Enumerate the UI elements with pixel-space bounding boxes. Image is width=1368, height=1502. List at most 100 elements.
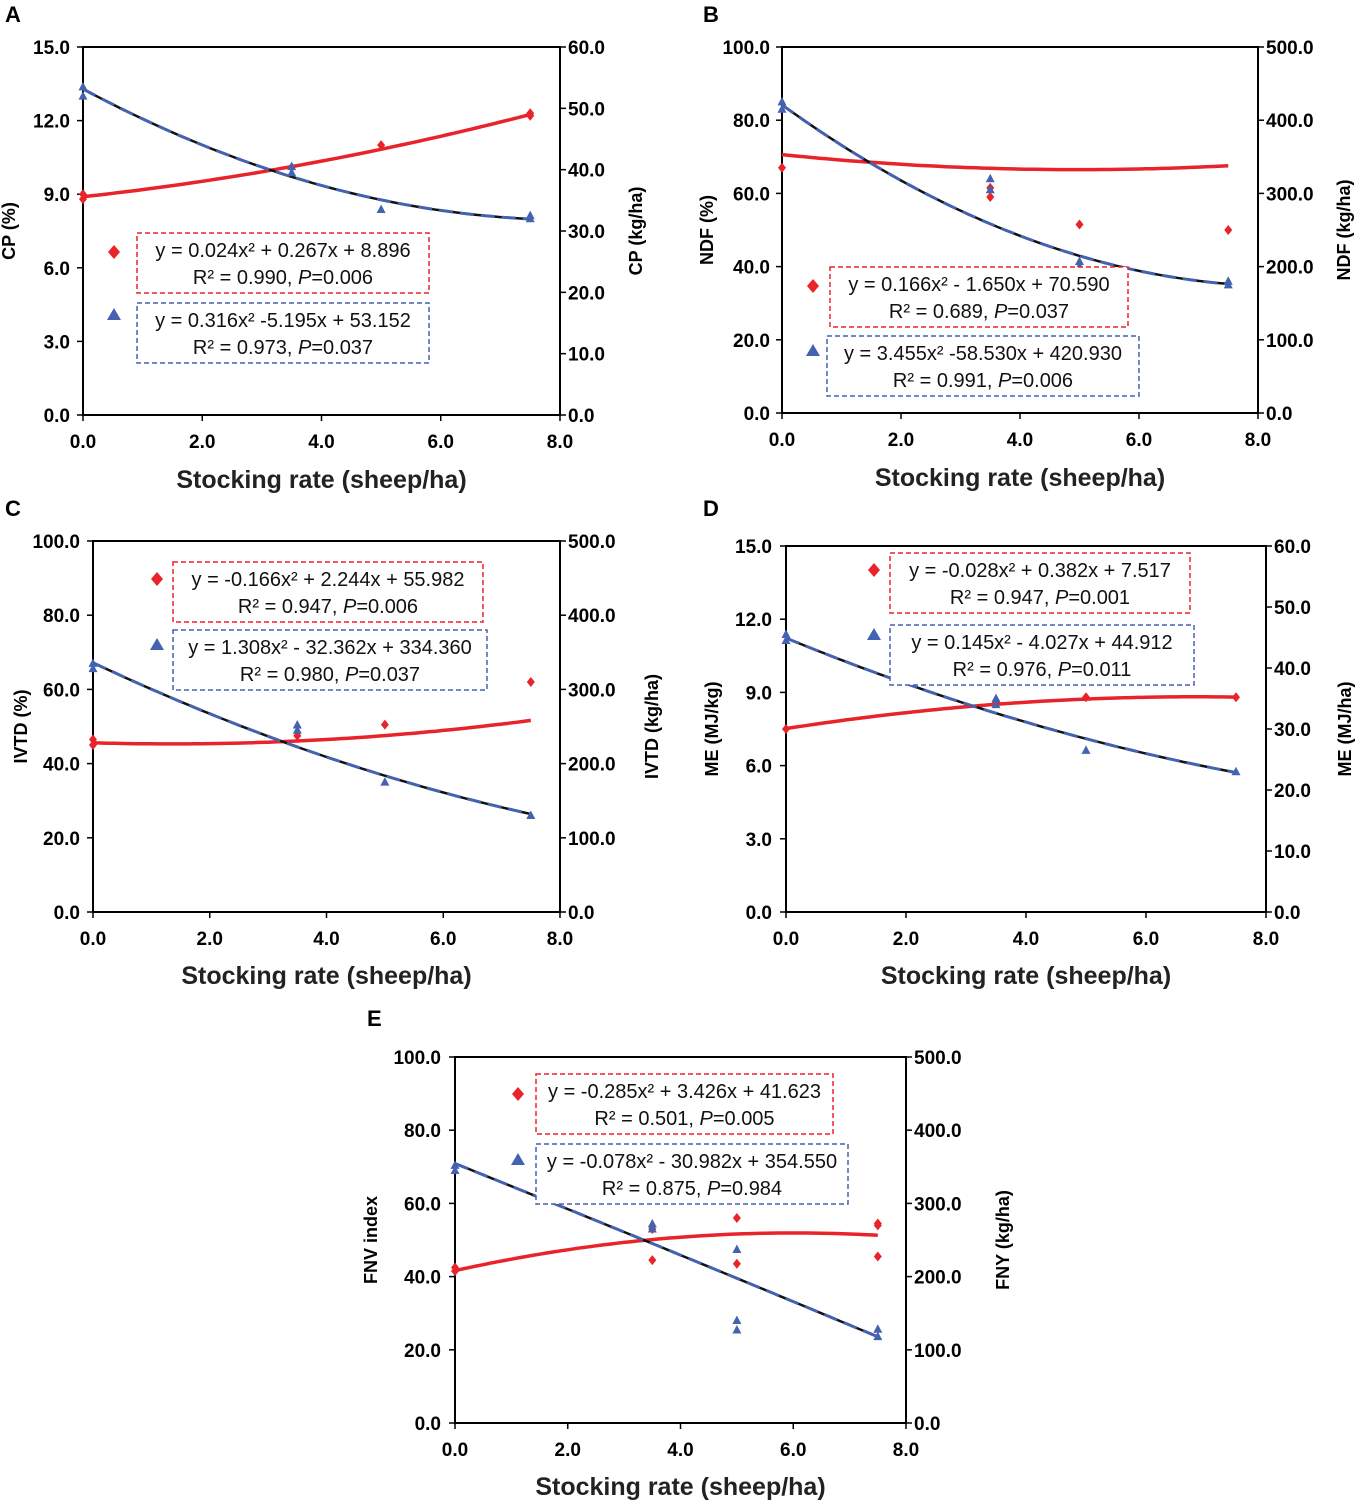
y-left-tick-label: 60.0: [43, 680, 80, 701]
legend-p-symbol: P: [298, 337, 312, 359]
y-right-tick-label: 0.0: [1266, 404, 1292, 425]
legend-marker-diamond: [151, 572, 163, 586]
data-point-triangle: [376, 204, 386, 214]
y-left-axis-title: IVTD (%): [11, 689, 31, 763]
y-left-tick-label: 100.0: [393, 1048, 441, 1069]
legend-p-value: =0.006: [1011, 370, 1073, 392]
legend-box: [829, 266, 1129, 328]
y-right-axis-title: NDF (kg/ha): [1334, 179, 1354, 280]
legend-p-value: =0.037: [311, 337, 373, 359]
x-axis-title: Stocking rate (sheep/ha): [181, 962, 471, 990]
legend-p-value: =0.037: [1007, 301, 1069, 323]
data-point-diamond: [1224, 225, 1233, 235]
y-left-tick-label: 40.0: [733, 258, 770, 279]
y-left-tick-label: 15.0: [735, 537, 772, 558]
data-point-triangle: [1075, 256, 1084, 265]
x-tick-label: 0.0: [80, 929, 106, 950]
data-point-diamond: [778, 162, 786, 173]
x-tick-label: 6.0: [1126, 430, 1152, 451]
trend-line-blue: [92, 661, 532, 816]
chart-D: D 0.0 2.0 4.0 6.0 8.0 0.0 3.0 6.0 9.0 12.0 15.0 0.0 1…: [702, 496, 1355, 990]
y-right-axis-title: ME (MJ/ha): [1335, 681, 1355, 776]
data-point-triangle: [1223, 276, 1233, 285]
panel-label: C: [5, 496, 21, 521]
data-point-diamond: [79, 189, 87, 200]
y-right-tick-label: 300.0: [568, 680, 616, 701]
data-point-diamond: [380, 719, 389, 730]
legend-p-symbol: P: [298, 267, 312, 289]
x-tick-label: 0.0: [70, 432, 96, 453]
legend-blue: y = 0.145x² - 4.027x + 44.912 R² = 0.976,…: [867, 624, 1195, 686]
legend-p-value: =0.005: [713, 1108, 775, 1130]
data-point-triangle: [292, 725, 302, 734]
data-point-triangle: [647, 1224, 657, 1233]
chart-B: B 0.0 2.0 4.0 6.0 8.0 0.0 20.0 40.0 60.0 80.0 100.0…: [697, 2, 1354, 492]
y-right-tick-label: 400.0: [1266, 111, 1314, 132]
legend-blue: y = 0.316x² -5.195x + 53.152 R² = 0.973, …: [107, 302, 430, 364]
legend-box: [826, 335, 1140, 397]
x-tick-label: 4.0: [313, 929, 339, 950]
data-point-diamond: [526, 676, 535, 687]
data-point-triangle: [777, 96, 787, 106]
y-left-tick-label: 40.0: [43, 755, 80, 776]
chart-E: E 0.0 2.0 4.0 6.0 8.0 0.0 20.0 40.0 60.0 80.0 100.0…: [361, 1006, 1013, 1501]
y-left-axis-title: ME (MJ/kg): [702, 681, 722, 776]
legend-p-value: =0.006: [356, 596, 418, 618]
y-left-tick-label: 60.0: [733, 184, 770, 205]
legend-equation: y = 0.024x² + 0.267x + 8.896: [155, 240, 410, 262]
legend-p-symbol: P: [1055, 587, 1069, 609]
y-right-tick-label: 0.0: [1274, 903, 1300, 924]
legend-r2: R² = 0.976,: [953, 659, 1058, 681]
x-tick-label: 4.0: [1013, 929, 1039, 950]
data-point-diamond: [451, 1262, 459, 1273]
y-right-tick-label: 40.0: [568, 161, 605, 182]
legend-marker-triangle: [107, 308, 121, 320]
legend-p-symbol: P: [343, 596, 357, 618]
data-point-diamond: [782, 724, 790, 734]
x-tick-label: 0.0: [773, 929, 799, 950]
y-left-tick-label: 40.0: [404, 1268, 441, 1289]
y-right-tick-label: 20.0: [568, 283, 605, 304]
data-point-triangle: [78, 91, 88, 100]
y-left-tick-label: 0.0: [746, 903, 772, 924]
data-point-triangle: [287, 161, 297, 171]
y-right-tick-label: 400.0: [568, 606, 616, 627]
trend-line-red: [454, 1231, 878, 1273]
y-right-tick-label: 60.0: [1274, 537, 1311, 558]
legend-equation: y = 3.455x² -58.530x + 420.930: [844, 343, 1122, 365]
data-point-triangle: [985, 173, 995, 183]
data-point-triangle: [88, 658, 98, 667]
legend-p-value: =0.006: [311, 267, 373, 289]
legend-red: y = 0.166x² - 1.650x + 70.590 R² = 0.689,…: [807, 266, 1129, 328]
y-right-tick-label: 300.0: [1266, 184, 1314, 205]
trend-line-blue: [785, 636, 1237, 774]
legend-equation: y = -0.028x² + 0.382x + 7.517: [909, 560, 1171, 582]
x-tick-label: 8.0: [547, 929, 573, 950]
legend-box: [136, 302, 430, 364]
y-right-tick-label: 100.0: [1266, 331, 1314, 352]
legend-r2: R² = 0.875,: [602, 1178, 707, 1200]
legend-stats: R² = 0.501, P=0.005: [594, 1108, 774, 1130]
trend-line-blue: [82, 87, 531, 221]
legend-equation: y = 0.316x² -5.195x + 53.152: [155, 310, 411, 332]
y-left-tick-label: 0.0: [54, 903, 80, 924]
data-point-triangle: [380, 777, 390, 786]
trend-line-red: [785, 695, 1237, 731]
y-left-axis-title: CP (%): [0, 202, 19, 260]
y-right-tick-label: 30.0: [1274, 720, 1311, 741]
legend-equation: y = 0.166x² - 1.650x + 70.590: [848, 274, 1109, 296]
legend-r2: R² = 0.947,: [238, 596, 343, 618]
data-point-diamond: [526, 108, 535, 119]
data-point-triangle: [873, 1331, 883, 1341]
panel-label: E: [367, 1006, 382, 1031]
legend-blue: y = -0.078x² - 30.982x + 354.550 R² = 0.8…: [511, 1143, 849, 1205]
legend-r2: R² = 0.991,: [893, 370, 998, 392]
legend-red: y = -0.166x² + 2.244x + 55.982 R² = 0.947…: [151, 561, 484, 623]
y-left-axis-title: FNV index: [361, 1196, 381, 1284]
data-point-triangle: [526, 810, 536, 820]
x-tick-label: 6.0: [780, 1440, 806, 1461]
data-point-triangle: [78, 81, 88, 91]
legend-marker-diamond: [512, 1087, 524, 1101]
data-point-diamond: [1075, 219, 1084, 230]
legend-p-symbol: P: [345, 664, 359, 686]
